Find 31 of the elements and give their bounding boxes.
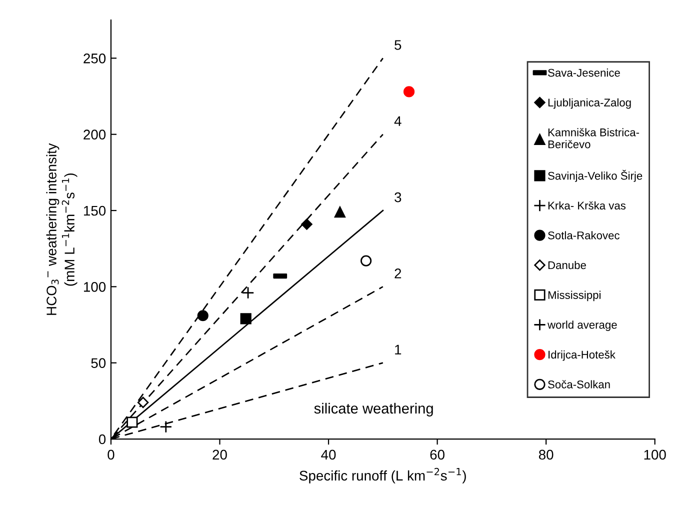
x-tick-label: 40: [321, 450, 336, 460]
legend-label: Sotla-Rakovec: [548, 231, 620, 240]
legend-label: Sava-Jesenice: [548, 68, 620, 77]
series-label: 3: [394, 192, 402, 202]
legend-label: world average: [548, 320, 617, 331]
legend-label: Soča-Solkan: [548, 380, 610, 388]
x-tick-label: 80: [538, 450, 554, 460]
y-tick-label: 150: [84, 206, 106, 216]
series-label: 1: [395, 344, 402, 354]
legend-label: Kamniška Bistrica- Beričevo: [548, 128, 640, 148]
legend-label: Ljubljanica-Zalog: [548, 98, 631, 109]
x-axis-title: Specific runoff (L km$^{−2}$s$^{−1}$): [300, 468, 466, 484]
annotation: silicate weathering: [314, 402, 433, 416]
legend-label: Krka- Krška vas: [548, 201, 626, 210]
y-tick-label: 200: [84, 130, 106, 140]
series-label: 5: [394, 40, 402, 50]
series-label: 4: [394, 116, 402, 126]
y-tick-label: 0: [98, 434, 106, 444]
x-tick-label: 100: [644, 450, 666, 460]
legend-label: Idrijca-Hotešk: [548, 350, 616, 361]
x-tick-label: 20: [212, 450, 227, 460]
x-tick-label: 0: [108, 450, 114, 460]
legend-label: Mississippi: [548, 290, 600, 302]
text: HCO$_{3}$$^{−}$ weathering intensity (mM L$^{−1}$km$^{−2}$s$^{−1}$): [46, 143, 78, 315]
series-label: 2: [394, 268, 402, 278]
legend-label: Savinja-Veliko Širje: [548, 170, 642, 182]
x-tick-label: 60: [430, 450, 444, 460]
legend-label: Danube: [548, 260, 586, 270]
y-tick-label: 50: [91, 358, 106, 368]
y-tick-label: 250: [84, 54, 106, 64]
y-tick-label: 100: [84, 282, 106, 292]
